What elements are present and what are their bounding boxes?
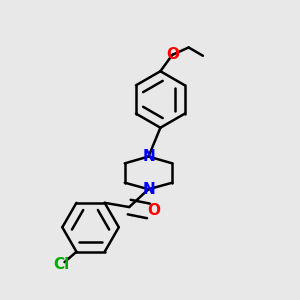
Text: N: N [142,182,155,197]
Text: O: O [147,203,161,218]
Text: N: N [142,149,155,164]
Text: O: O [166,47,179,62]
Text: Cl: Cl [53,257,69,272]
